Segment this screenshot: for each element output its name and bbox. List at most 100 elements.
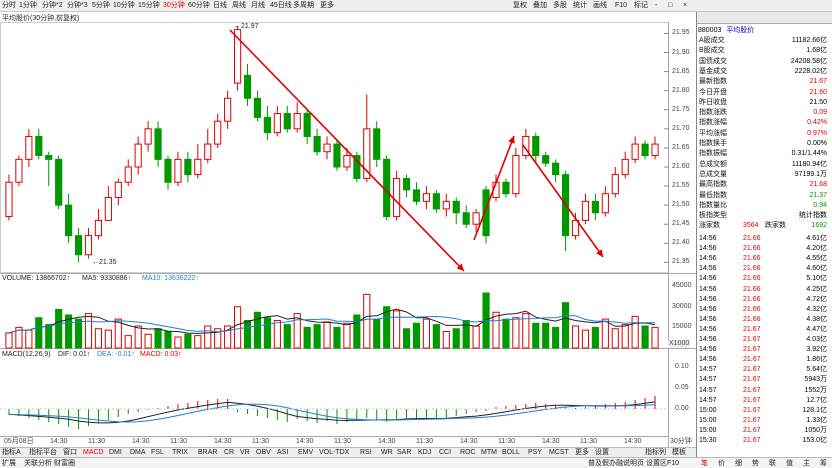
indicator-tab-12[interactable]: ASI: [277, 449, 289, 456]
candle-body[interactable]: [243, 74, 252, 99]
period-tab-4[interactable]: 5分钟: [92, 2, 110, 9]
toolbar-button-2[interactable]: 多股: [553, 2, 567, 9]
toolbar-button-5[interactable]: F10: [615, 2, 628, 9]
candle-body[interactable]: [35, 135, 43, 157]
candle-body[interactable]: [94, 219, 103, 237]
period-tab-10[interactable]: 周线: [232, 2, 246, 9]
candle-body[interactable]: [373, 128, 381, 160]
candle-body[interactable]: [154, 128, 162, 160]
period-tab-0[interactable]: 分时: [2, 2, 16, 9]
indicator-column-tab[interactable]: 指标列: [645, 449, 666, 456]
panel-tab-0[interactable]: 笔: [701, 460, 708, 467]
period-tab-9[interactable]: 日线: [213, 2, 227, 9]
indicator-tab-13[interactable]: EMV: [298, 449, 314, 456]
candle-body[interactable]: [74, 235, 83, 256]
candle-body[interactable]: [124, 166, 132, 183]
kline-chart[interactable]: [0, 0, 696, 447]
panel-tab-5[interactable]: 值: [786, 460, 793, 467]
candle-body[interactable]: [224, 97, 232, 122]
candle-body[interactable]: [412, 189, 421, 202]
candle-body[interactable]: [462, 212, 470, 225]
candle-body[interactable]: [293, 113, 301, 130]
indicator-tab-3[interactable]: MACD: [83, 449, 104, 456]
candle-body[interactable]: [611, 174, 619, 195]
candle-body[interactable]: [591, 200, 599, 214]
status-item-2[interactable]: 财富圈: [54, 460, 75, 467]
period-tab-14[interactable]: 更多: [320, 2, 334, 9]
period-tab-3[interactable]: 分钟*3: [67, 2, 88, 9]
panel-tab-4[interactable]: 联: [769, 460, 776, 467]
candle-body[interactable]: [233, 29, 242, 84]
indicator-tab-20[interactable]: ROC: [460, 449, 476, 456]
panel-tab-2[interactable]: 细: [735, 460, 742, 467]
template-tab[interactable]: 模板: [672, 449, 686, 456]
status-item-0[interactable]: 扩展: [2, 460, 16, 467]
candle-body[interactable]: [353, 155, 361, 179]
candle-body[interactable]: [55, 158, 63, 206]
candle-body[interactable]: [631, 143, 639, 160]
toolbar-button-1[interactable]: 叠加: [533, 2, 547, 9]
candle-body[interactable]: [542, 155, 550, 164]
indicator-tab-19[interactable]: CCI: [439, 449, 452, 456]
indicator-tab-0[interactable]: 指标A: [2, 449, 21, 456]
candle-body[interactable]: [343, 155, 351, 168]
candle-body[interactable]: [323, 143, 331, 153]
toolbar-button-9[interactable]: ×: [683, 2, 688, 9]
candle-body[interactable]: [114, 181, 122, 199]
indicator-tab-1[interactable]: 指标平台: [29, 449, 57, 456]
candle-body[interactable]: [104, 197, 112, 221]
panel-tab-6[interactable]: 主: [803, 460, 810, 467]
candle-body[interactable]: [363, 128, 371, 179]
indicator-tab-21[interactable]: MTM: [481, 449, 497, 456]
period-tab-8[interactable]: 60分钟: [188, 2, 210, 9]
candle-body[interactable]: [194, 158, 202, 176]
candle-body[interactable]: [5, 181, 13, 218]
candle-body[interactable]: [432, 193, 440, 210]
candle-body[interactable]: [452, 200, 460, 214]
candle-body[interactable]: [502, 181, 510, 195]
indicator-tab-10[interactable]: VR: [240, 449, 250, 456]
candle-body[interactable]: [84, 235, 93, 256]
indicator-tab-22[interactable]: BOLL: [502, 449, 520, 456]
candle-body[interactable]: [512, 155, 520, 195]
candle-body[interactable]: [184, 158, 192, 176]
toolbar-button-3[interactable]: 统计: [573, 2, 587, 9]
indicator-tab-15[interactable]: RSI: [360, 449, 372, 456]
candle-body[interactable]: [273, 113, 281, 134]
toolbar-button-0[interactable]: 复权: [513, 2, 527, 9]
indicator-tab-18[interactable]: KDJ: [418, 449, 432, 456]
candle-body[interactable]: [65, 204, 73, 237]
period-tab-12[interactable]: 45日线: [270, 2, 292, 9]
indicator-tab-9[interactable]: CR: [224, 449, 235, 456]
candle-body[interactable]: [283, 113, 291, 130]
candle-body[interactable]: [263, 116, 271, 134]
candle-body[interactable]: [581, 200, 590, 221]
indicator-tab-11[interactable]: OBV: [256, 449, 271, 456]
indicator-tab-17[interactable]: SAR: [397, 449, 412, 456]
candle-body[interactable]: [45, 155, 53, 160]
indicator-tab-6[interactable]: FSL: [151, 449, 164, 456]
indicator-tab-23[interactable]: PSY: [528, 449, 543, 456]
toolbar-button-6[interactable]: 标记: [634, 2, 648, 9]
candle-body[interactable]: [422, 193, 431, 202]
status-item-1[interactable]: 关联分析: [24, 460, 52, 467]
candle-body[interactable]: [204, 143, 212, 160]
candle-body[interactable]: [383, 158, 391, 218]
panel-tab-1[interactable]: 价: [718, 460, 725, 467]
candle-body[interactable]: [25, 135, 33, 160]
candle-body[interactable]: [641, 143, 649, 157]
indicator-tab-26[interactable]: 设置: [595, 449, 609, 456]
indicator-tab-25[interactable]: 更多: [575, 449, 589, 456]
toolbar-button-7[interactable]: -: [655, 2, 658, 9]
candle-body[interactable]: [651, 143, 659, 157]
candle-body[interactable]: [482, 189, 490, 237]
candle-body[interactable]: [402, 177, 411, 191]
period-tab-7[interactable]: 30分钟: [163, 2, 185, 9]
candle-body[interactable]: [134, 143, 142, 168]
candle-body[interactable]: [532, 135, 540, 157]
candle-body[interactable]: [313, 135, 321, 153]
indicator-tab-4[interactable]: DMI: [109, 449, 122, 456]
candle-body[interactable]: [442, 200, 450, 210]
candle-body[interactable]: [571, 219, 580, 237]
candle-body[interactable]: [174, 158, 182, 183]
